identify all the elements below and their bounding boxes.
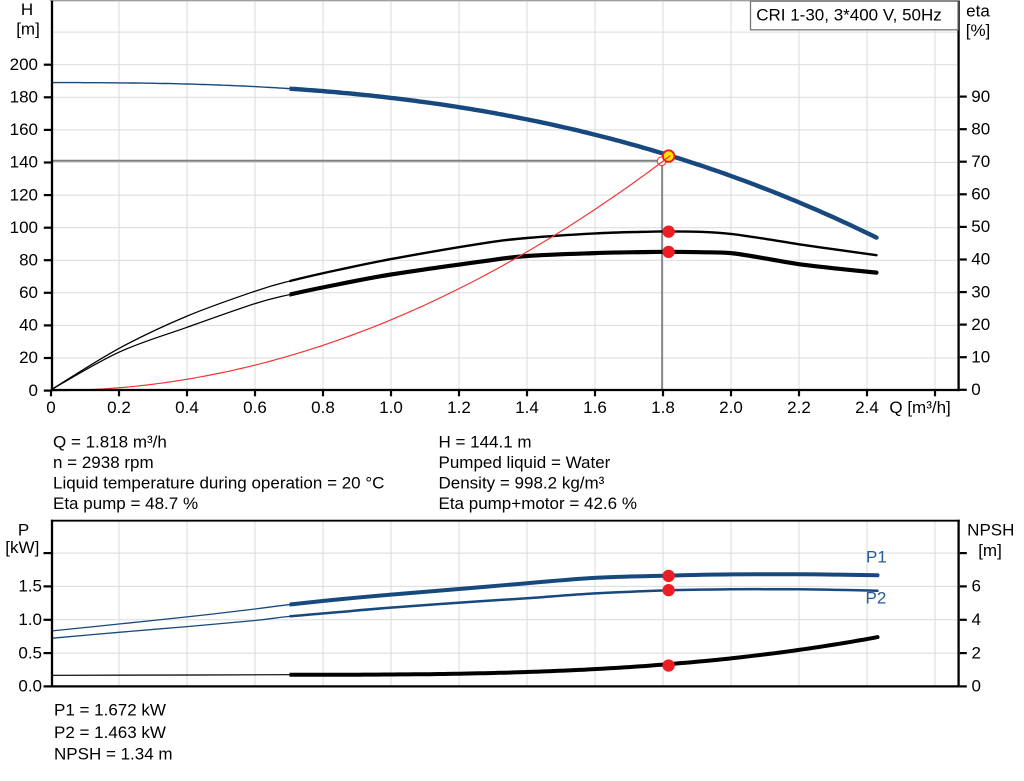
svg-text:Eta pump+motor = 42.6 %: Eta pump+motor = 42.6 % xyxy=(439,494,637,513)
svg-text:1.5: 1.5 xyxy=(18,577,42,596)
svg-text:Liquid temperature during oper: Liquid temperature during operation = 20… xyxy=(53,473,384,492)
svg-text:20: 20 xyxy=(19,348,38,367)
svg-text:10: 10 xyxy=(971,347,990,366)
svg-text:n = 2938 rpm: n = 2938 rpm xyxy=(53,453,154,472)
svg-text:50: 50 xyxy=(971,217,990,236)
svg-text:60: 60 xyxy=(971,185,990,204)
svg-text:0.4: 0.4 xyxy=(175,398,199,417)
svg-text:70: 70 xyxy=(971,152,990,171)
svg-text:80: 80 xyxy=(971,119,990,138)
svg-text:160: 160 xyxy=(10,120,38,139)
svg-text:20: 20 xyxy=(971,315,990,334)
svg-text:eta: eta xyxy=(966,2,990,21)
svg-text:6: 6 xyxy=(972,577,981,596)
svg-text:1.8: 1.8 xyxy=(651,398,675,417)
svg-text:[kW]: [kW] xyxy=(5,538,39,557)
svg-text:Q = 1.818 m³/h: Q = 1.818 m³/h xyxy=(53,433,167,452)
svg-text:P2: P2 xyxy=(866,589,887,608)
svg-text:P2 = 1.463 kW: P2 = 1.463 kW xyxy=(54,723,166,742)
svg-text:Density = 998.2 kg/m³: Density = 998.2 kg/m³ xyxy=(439,473,605,492)
svg-text:1.4: 1.4 xyxy=(515,398,539,417)
svg-text:4: 4 xyxy=(972,610,981,629)
svg-text:1.6: 1.6 xyxy=(583,398,607,417)
svg-text:30: 30 xyxy=(971,282,990,301)
svg-text:[m]: [m] xyxy=(16,19,40,38)
svg-text:NPSH = 1.34 m: NPSH = 1.34 m xyxy=(54,745,173,764)
svg-text:120: 120 xyxy=(10,185,38,204)
svg-text:H = 144.1 m: H = 144.1 m xyxy=(439,433,532,452)
svg-text:Eta pump = 48.7 %: Eta pump = 48.7 % xyxy=(53,494,198,513)
svg-text:CRI 1-30, 3*400 V, 50Hz: CRI 1-30, 3*400 V, 50Hz xyxy=(756,6,942,25)
svg-text:[%]: [%] xyxy=(966,21,991,40)
svg-text:0.5: 0.5 xyxy=(18,643,42,662)
svg-text:140: 140 xyxy=(10,153,38,172)
svg-text:90: 90 xyxy=(971,87,990,106)
svg-text:2.4: 2.4 xyxy=(855,398,879,417)
svg-text:0: 0 xyxy=(29,381,38,400)
svg-text:[m]: [m] xyxy=(978,541,1002,560)
svg-text:0.0: 0.0 xyxy=(18,677,42,696)
svg-text:180: 180 xyxy=(10,88,38,107)
svg-text:0.6: 0.6 xyxy=(243,398,267,417)
svg-text:P: P xyxy=(18,521,29,540)
svg-text:1.0: 1.0 xyxy=(379,398,403,417)
svg-text:2: 2 xyxy=(972,643,981,662)
svg-text:60: 60 xyxy=(19,283,38,302)
svg-text:80: 80 xyxy=(19,250,38,269)
svg-text:P1 = 1.672 kW: P1 = 1.672 kW xyxy=(54,701,166,720)
svg-text:Pumped liquid = Water: Pumped liquid = Water xyxy=(439,453,611,472)
svg-text:NPSH: NPSH xyxy=(967,520,1014,539)
svg-text:0: 0 xyxy=(46,398,55,417)
svg-text:100: 100 xyxy=(10,218,38,237)
svg-text:0.8: 0.8 xyxy=(311,398,335,417)
svg-text:40: 40 xyxy=(19,316,38,335)
svg-text:P1: P1 xyxy=(866,548,887,567)
svg-text:H: H xyxy=(21,0,33,19)
svg-text:0: 0 xyxy=(972,677,981,696)
svg-text:2.0: 2.0 xyxy=(719,398,743,417)
svg-text:1.2: 1.2 xyxy=(447,398,471,417)
svg-text:200: 200 xyxy=(10,55,38,74)
svg-text:0.2: 0.2 xyxy=(107,398,131,417)
svg-text:40: 40 xyxy=(971,250,990,269)
svg-text:0: 0 xyxy=(971,380,980,399)
svg-text:1.0: 1.0 xyxy=(18,610,42,629)
svg-text:Q [m³/h]: Q [m³/h] xyxy=(889,398,950,417)
svg-text:2.2: 2.2 xyxy=(787,398,811,417)
